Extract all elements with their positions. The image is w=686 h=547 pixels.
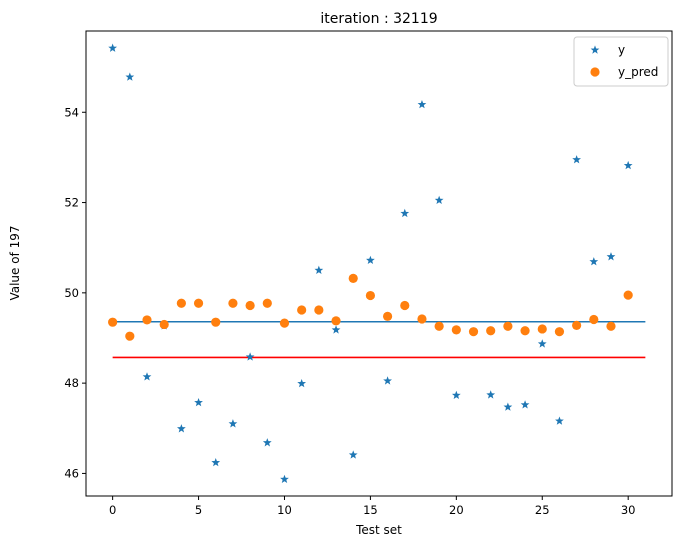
x-tick-label: 20	[449, 503, 464, 517]
legend: y y_pred	[573, 36, 669, 87]
y-pred-point	[520, 326, 530, 336]
y-pred-point	[554, 327, 565, 337]
y-pred-point	[589, 314, 599, 325]
y-point	[211, 457, 221, 467]
y-pred-point	[331, 316, 341, 326]
y-point	[125, 72, 135, 81]
y-pred-point	[417, 314, 427, 324]
y-pred-point	[468, 327, 479, 337]
y-point	[262, 438, 272, 447]
y-tick-label: 50	[64, 286, 79, 300]
y-pred-point	[262, 298, 272, 308]
y-point	[108, 43, 118, 52]
y-point	[228, 419, 238, 428]
y-pred-point	[451, 325, 461, 335]
y-point	[623, 160, 633, 170]
y-point	[383, 376, 392, 385]
y-pred-point	[434, 321, 444, 331]
y-pred-point	[193, 298, 204, 308]
y-pred-point	[211, 317, 221, 327]
y-pred-point	[348, 273, 358, 283]
y-point	[555, 416, 564, 425]
y-point	[331, 325, 341, 334]
y-point	[142, 372, 152, 381]
y-point	[572, 155, 581, 164]
y-point	[417, 99, 427, 109]
y-pred-point	[623, 290, 633, 300]
y-pred-point	[297, 305, 307, 315]
x-tick-label: 25	[535, 503, 550, 517]
y-tick-label: 46	[64, 466, 79, 480]
y-pred-point	[314, 305, 324, 315]
y-point	[177, 424, 186, 433]
y-pred-point	[572, 320, 582, 330]
y-axis-label: Value of 197	[8, 225, 22, 300]
y-pred-point	[108, 317, 118, 327]
x-tick-label: 0	[109, 503, 116, 517]
y-pred-point	[125, 331, 135, 341]
y-pred-point	[365, 290, 376, 301]
y-point	[451, 390, 461, 400]
y-pred-point	[279, 318, 290, 328]
y-pred-point	[382, 311, 393, 321]
y-point	[503, 402, 513, 411]
y-point	[245, 352, 255, 361]
y-point	[589, 257, 599, 266]
x-tick-label: 30	[621, 503, 636, 517]
legend-label: y_pred	[618, 65, 658, 79]
y-tick-label: 52	[64, 196, 79, 210]
y-point	[400, 208, 410, 218]
y-point	[486, 390, 496, 399]
y-point	[366, 255, 375, 265]
y-point	[537, 339, 547, 348]
legend-marker-y-pred	[590, 67, 600, 77]
y-pred-point	[228, 298, 238, 308]
y-point	[314, 265, 324, 274]
plot-frame	[85, 30, 673, 497]
y-point	[280, 474, 289, 484]
y-pred-point	[159, 319, 169, 330]
legend-label: y	[618, 43, 625, 57]
y-pred-point	[503, 321, 513, 331]
y-pred-point	[245, 300, 255, 311]
y-pred-point	[606, 321, 616, 331]
y-point	[194, 397, 203, 407]
y-pred-point	[537, 324, 547, 334]
x-tick-label: 10	[277, 503, 292, 517]
legend-marker-y	[590, 45, 600, 54]
chart-title: iteration : 32119	[320, 11, 437, 27]
y-pred-point	[142, 315, 152, 325]
y-point	[348, 450, 358, 459]
y-point	[606, 252, 616, 261]
x-tick-label: 15	[363, 503, 378, 517]
y-pred-point	[486, 326, 496, 336]
y-point	[434, 195, 444, 205]
y-point	[297, 378, 307, 388]
y-pred-point	[176, 298, 186, 308]
y-tick-label: 48	[64, 376, 79, 390]
y-tick-label: 54	[64, 105, 79, 119]
x-tick-label: 5	[195, 503, 202, 517]
y-pred-point	[400, 300, 410, 311]
y-point	[520, 400, 530, 409]
x-axis-label: Test set	[355, 523, 402, 537]
